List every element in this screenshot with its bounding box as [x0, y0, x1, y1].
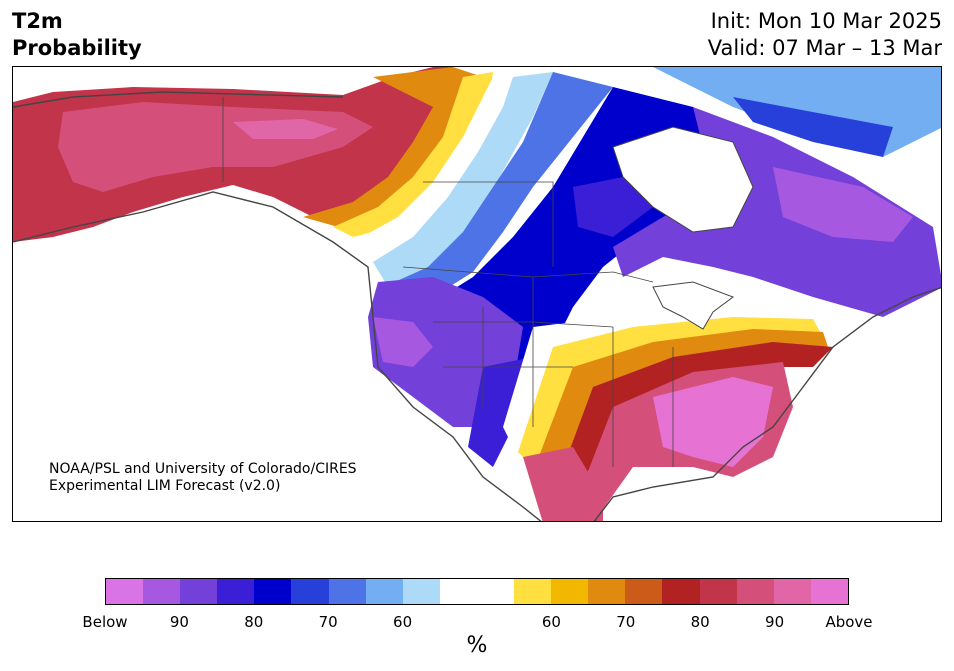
central-cold-band-mid [388, 72, 613, 302]
east-us-red [553, 342, 833, 507]
colorbar-tick-label: 90 [169, 613, 189, 631]
colorbar-swatch [662, 579, 700, 604]
colorbar-swatch [699, 579, 737, 604]
colorbar-swatch [402, 579, 440, 604]
central-cold-band-light [373, 72, 553, 287]
colorbar-swatch [810, 579, 848, 604]
title-block: T2m Probability [12, 8, 142, 62]
colorbar-tick-label: 80 [690, 613, 710, 631]
colorbar-tick-label: 70 [616, 613, 636, 631]
colorbar-swatch [773, 579, 811, 604]
init-date: Init: Mon 10 Mar 2025 [710, 9, 942, 33]
colorbar-unit: % [466, 633, 488, 658]
colorbar-swatch [254, 579, 292, 604]
probability-map [12, 66, 942, 522]
western-us-lavender [373, 317, 433, 367]
political-borders [222, 97, 674, 467]
east-us-yellow [518, 317, 823, 467]
colorbar-tick-label: Below [82, 613, 128, 631]
yukon-yellow-band [333, 72, 493, 237]
date-block: Init: Mon 10 Mar 2025 Valid: 07 Mar – 13… [708, 8, 942, 62]
colorbar-swatch [736, 579, 774, 604]
colorbar-swatch [106, 579, 144, 604]
coastline [13, 91, 941, 521]
east-us-orange [533, 329, 828, 487]
colorbar [105, 578, 849, 605]
bc-white-band [358, 77, 513, 252]
colorbar-swatch [625, 579, 663, 604]
hudson-bay [612, 126, 754, 233]
variable-title: T2m [12, 9, 63, 33]
colorbar-tick-label: 80 [244, 613, 264, 631]
colorbar-swatch [439, 579, 477, 604]
colorbar-swatch [143, 579, 181, 604]
great-lakes [652, 281, 735, 330]
colorbar-swatch [328, 579, 366, 604]
colorbar-swatch [180, 579, 218, 604]
colorbar-tick-label: 90 [765, 613, 785, 631]
colorbar-swatch [514, 579, 552, 604]
colorbar-swatch [476, 579, 515, 604]
eastern-canada-purple [613, 107, 941, 317]
arctic-blue [733, 97, 893, 157]
southeast-pink-core [653, 377, 773, 467]
hudson-blue [573, 177, 653, 237]
product-title: Probability [12, 36, 142, 60]
mexico-warm [523, 447, 603, 521]
colorbar-swatch [365, 579, 403, 604]
eastern-canada-lavender [773, 167, 913, 242]
colorbar-tick-label: 70 [318, 613, 338, 631]
colorbar-swatch [217, 579, 255, 604]
colorbar-swatch [291, 579, 329, 604]
valid-date: Valid: 07 Mar – 13 Mar [707, 36, 942, 60]
colorbar-tick-label: 60 [541, 613, 561, 631]
map-canvas [13, 67, 941, 521]
alaska-warm-peak [233, 119, 338, 139]
colorbar-tick-label: Above [825, 613, 873, 631]
attribution-line1: NOAA/PSL and University of Colorado/CIRE… [49, 461, 357, 477]
yukon-orange-band [303, 67, 483, 227]
attribution: NOAA/PSL and University of Colorado/CIRE… [49, 461, 357, 495]
attribution-line2: Experimental LIM Forecast (v2.0) [49, 478, 281, 494]
colorbar-tick-label: 60 [393, 613, 413, 631]
colorbar-swatch [588, 579, 626, 604]
colorbar-swatch [551, 579, 589, 604]
